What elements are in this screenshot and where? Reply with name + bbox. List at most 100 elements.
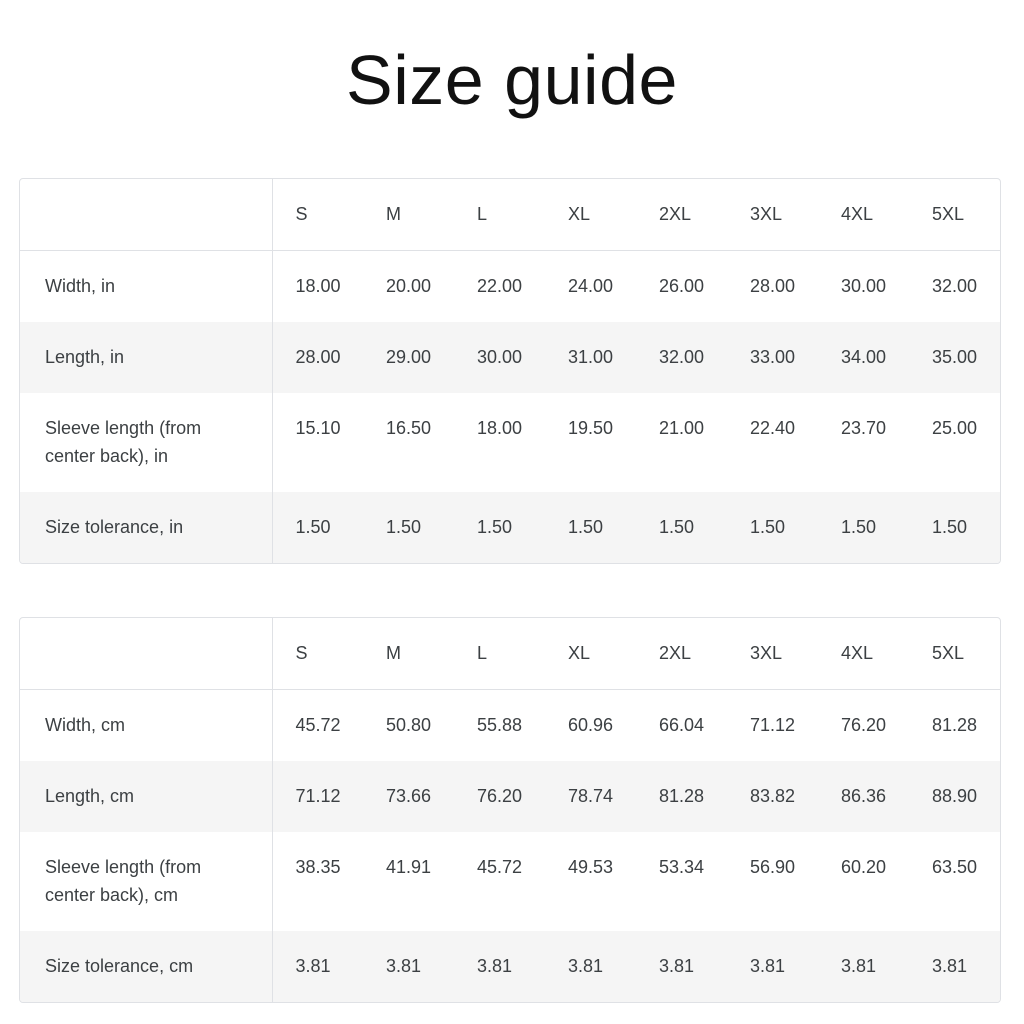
measurement-value: 45.72 (295, 715, 341, 735)
measurement-value: 3.81 (477, 956, 513, 976)
size-column-header: 4XL (841, 643, 874, 663)
size-table-card-cm: S M L XL 2XL 3XL 4XL 5XL Width, cm 45.72 50.80 55.… (19, 617, 1001, 1003)
measurement-value: 15.10 (295, 418, 341, 438)
measurement-value: 1.50 (932, 517, 968, 537)
measurement-value: 3.81 (568, 956, 604, 976)
table-row: Size tolerance, cm 3.81 3.81 3.81 3.81 3.81 3.… (20, 931, 1000, 1002)
measurement-value: 81.28 (659, 786, 705, 806)
measurement-value: 28.00 (750, 276, 796, 296)
measurement-value: 55.88 (477, 715, 523, 735)
row-label: Size tolerance, cm (20, 931, 273, 1002)
row-label: Width, in (20, 250, 273, 322)
size-column-header: M (386, 204, 401, 224)
measurement-value: 3.81 (386, 956, 422, 976)
measurement-value: 24.00 (568, 276, 614, 296)
measurement-value: 56.90 (750, 857, 796, 877)
row-label: Sleeve length (from center back), in (20, 393, 273, 492)
size-column-header: 4XL (841, 204, 874, 224)
size-table-card-inches: S M L XL 2XL 3XL 4XL 5XL Width, in 18.00 20.00 22.… (19, 178, 1001, 564)
measurement-value: 26.00 (659, 276, 705, 296)
measurement-value: 22.00 (477, 276, 523, 296)
table-row: Sleeve length (from center back), cm 38.3… (20, 832, 1000, 931)
measurement-value: 34.00 (841, 347, 887, 367)
measurement-value: 18.00 (295, 276, 341, 296)
size-column-header: M (386, 643, 401, 663)
size-tables: S M L XL 2XL 3XL 4XL 5XL Width, in 18.00 20.00 22.… (19, 178, 1001, 1003)
measurement-value: 49.53 (568, 857, 614, 877)
measurement-value: 33.00 (750, 347, 796, 367)
measurement-value: 76.20 (841, 715, 887, 735)
measurement-value: 45.72 (477, 857, 523, 877)
size-table-cm: S M L XL 2XL 3XL 4XL 5XL Width, cm 45.72 50.80 55.… (20, 618, 1000, 1002)
row-label: Sleeve length (from center back), cm (20, 832, 273, 931)
table-row: Sleeve length (from center back), in 15.1… (20, 393, 1000, 492)
row-label: Size tolerance, in (20, 492, 273, 563)
row-label: Width, cm (20, 689, 273, 761)
measurement-value: 83.82 (750, 786, 796, 806)
table-row: Length, cm 71.12 73.66 76.20 78.74 81.28 83.82… (20, 761, 1000, 832)
page-title: Size guide (346, 41, 678, 119)
measurement-value: 63.50 (932, 857, 978, 877)
measurement-value: 38.35 (295, 857, 341, 877)
measurement-value: 41.91 (386, 857, 432, 877)
measurement-value: 23.70 (841, 418, 887, 438)
size-column-header: 5XL (932, 643, 965, 663)
measurement-value: 88.90 (932, 786, 978, 806)
measurement-value: 16.50 (386, 418, 432, 438)
measurement-value: 22.40 (750, 418, 796, 438)
measurement-value: 25.00 (932, 418, 978, 438)
row-label: Length, in (20, 322, 273, 393)
measurement-value: 1.50 (477, 517, 513, 537)
measurement-value: 19.50 (568, 418, 614, 438)
measurement-value: 78.74 (568, 786, 614, 806)
measurement-value: 28.00 (295, 347, 341, 367)
corner-cell (20, 179, 273, 251)
row-label: Length, cm (20, 761, 273, 832)
measurement-value: 60.96 (568, 715, 614, 735)
table-row: Size tolerance, in 1.50 1.50 1.50 1.50 1.50 1.… (20, 492, 1000, 563)
measurement-value: 73.66 (386, 786, 432, 806)
measurement-value: 32.00 (659, 347, 705, 367)
measurement-value: 76.20 (477, 786, 523, 806)
measurement-value: 86.36 (841, 786, 887, 806)
measurement-value: 3.81 (750, 956, 786, 976)
measurement-value: 71.12 (295, 786, 341, 806)
measurement-value: 3.81 (659, 956, 695, 976)
measurement-value: 53.34 (659, 857, 705, 877)
measurement-value: 35.00 (932, 347, 978, 367)
size-column-header: S (295, 643, 308, 663)
table-row: Length, in 28.00 29.00 30.00 31.00 32.00 33.00… (20, 322, 1000, 393)
measurement-value: 50.80 (386, 715, 432, 735)
measurement-value: 1.50 (841, 517, 877, 537)
measurement-value: 1.50 (568, 517, 604, 537)
table-row: Width, in 18.00 20.00 22.00 24.00 26.00 28.00 3… (20, 250, 1000, 322)
size-table-inches: S M L XL 2XL 3XL 4XL 5XL Width, in 18.00 20.00 22.… (20, 179, 1000, 563)
size-column-header: XL (568, 643, 591, 663)
measurement-value: 30.00 (841, 276, 887, 296)
size-column-header: 3XL (750, 204, 783, 224)
measurement-value: 1.50 (659, 517, 695, 537)
measurement-value: 1.50 (750, 517, 786, 537)
measurement-value: 31.00 (568, 347, 614, 367)
measurement-value: 32.00 (932, 276, 978, 296)
header-row: S M L XL 2XL 3XL 4XL 5XL (20, 618, 1000, 690)
measurement-value: 60.20 (841, 857, 887, 877)
size-column-header: S (295, 204, 308, 224)
measurement-value: 20.00 (386, 276, 432, 296)
measurement-value: 1.50 (386, 517, 422, 537)
measurement-value: 66.04 (659, 715, 705, 735)
size-column-header: 2XL (659, 204, 692, 224)
measurement-value: 1.50 (295, 517, 331, 537)
corner-cell (20, 618, 273, 690)
size-column-header: L (477, 643, 488, 663)
header-row: S M L XL 2XL 3XL 4XL 5XL (20, 179, 1000, 251)
measurement-value: 29.00 (386, 347, 432, 367)
size-column-header: 2XL (659, 643, 692, 663)
measurement-value: 18.00 (477, 418, 523, 438)
measurement-value: 3.81 (295, 956, 331, 976)
measurement-value: 30.00 (477, 347, 523, 367)
table-row: Width, cm 45.72 50.80 55.88 60.96 66.04 71.12 7… (20, 689, 1000, 761)
measurement-value: 71.12 (750, 715, 796, 735)
measurement-value: 3.81 (841, 956, 877, 976)
measurement-value: 3.81 (932, 956, 968, 976)
